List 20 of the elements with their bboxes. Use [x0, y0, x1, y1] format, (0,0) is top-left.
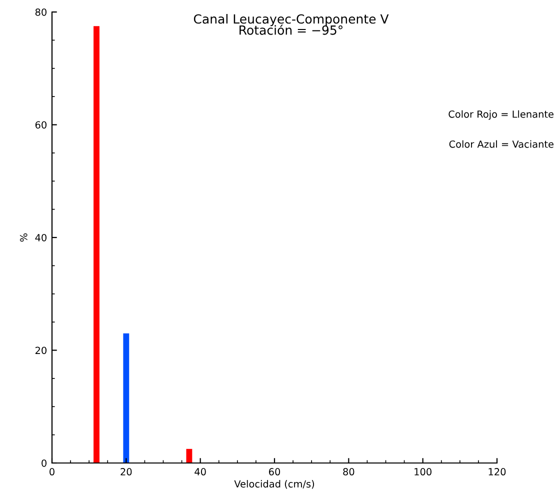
x-tick-label: 80: [343, 468, 354, 476]
x-tick-label: 40: [194, 468, 206, 476]
y-tick-label: 60: [35, 121, 46, 129]
x-axis-title: Velocidad (cm/s): [234, 480, 314, 489]
chart-title: Canal Leucayec-Componente V Rotación = −95°: [194, 14, 389, 35]
x-tick-label: 0: [50, 468, 54, 476]
annotation: Color Rojo = Llenante: [448, 110, 554, 120]
bar: [94, 26, 100, 463]
y-tick-label: 0: [42, 459, 46, 467]
x-tick-label: 100: [414, 468, 432, 476]
bar: [186, 448, 192, 463]
y-tick-label: 40: [35, 234, 46, 242]
y-tick-label: 80: [35, 8, 46, 16]
x-tick-label: 60: [268, 468, 280, 476]
bar: [123, 333, 130, 463]
y-tick-label: 20: [35, 346, 46, 354]
annotation: Color Azul = Vaciante: [449, 140, 554, 148]
x-tick-label: 120: [488, 468, 506, 476]
y-axis-title: %: [20, 233, 28, 242]
x-tick-label: 20: [120, 468, 132, 476]
